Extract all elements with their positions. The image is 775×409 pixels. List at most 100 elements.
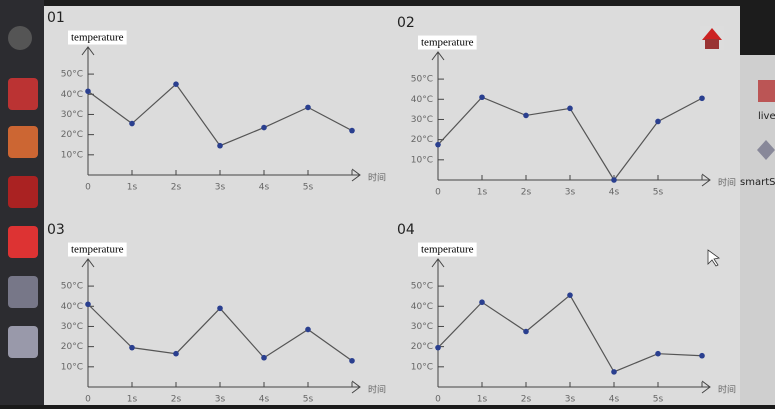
y-tick-label: 10°C xyxy=(411,362,433,372)
x-tick-label: 3s xyxy=(215,183,226,193)
x-tick-label: 5s xyxy=(653,395,664,405)
x-tick-label: 3s xyxy=(565,188,576,198)
x-tick-label: 5s xyxy=(303,183,314,193)
x-tick-label: 1s xyxy=(127,183,138,193)
desktop-icon[interactable] xyxy=(758,80,775,102)
launcher-icon xyxy=(8,176,38,208)
point xyxy=(217,305,223,311)
x-tick-label: 1s xyxy=(477,395,488,405)
chart-title: 01 xyxy=(47,10,65,26)
y-tick-label: 10°C xyxy=(61,150,83,160)
y-axis-label: temperature xyxy=(71,244,124,256)
y-tick-label: 40°C xyxy=(411,302,433,312)
screen: live smartS 01 temperature 时间 10°C 20°C 30°C 4… xyxy=(0,0,775,405)
y-tick-label: 10°C xyxy=(61,362,83,372)
y-tick-label: 20°C xyxy=(411,342,433,352)
point xyxy=(435,345,441,351)
point xyxy=(567,292,573,298)
point xyxy=(349,358,355,364)
y-tick-label: 20°C xyxy=(61,342,83,352)
y-tick-label: 30°C xyxy=(61,110,83,120)
y-tick-label: 40°C xyxy=(61,90,83,100)
x-tick-label: 3s xyxy=(215,395,226,405)
home-button[interactable] xyxy=(700,26,724,50)
launcher-icon xyxy=(8,326,38,358)
x-tick-label: 4s xyxy=(259,395,270,405)
point xyxy=(567,106,573,112)
point xyxy=(655,351,661,357)
point xyxy=(261,355,267,361)
point xyxy=(85,88,91,94)
point xyxy=(611,369,617,375)
point xyxy=(523,113,529,119)
point xyxy=(129,345,135,351)
x-tick-label: 4s xyxy=(609,395,620,405)
launcher-icon xyxy=(8,276,38,308)
desktop-area xyxy=(740,55,775,405)
point xyxy=(173,81,179,87)
y-tick-label: 20°C xyxy=(61,130,83,140)
x-tick-label: 0 xyxy=(435,395,441,405)
y-axis-label: temperature xyxy=(421,244,474,256)
launcher-icon xyxy=(8,78,38,110)
chart-title: 04 xyxy=(397,222,415,238)
desktop-icon-label[interactable]: smartS xyxy=(740,177,775,188)
x-axis-label: 时间 xyxy=(368,172,386,184)
x-tick-label: 5s xyxy=(303,395,314,405)
point xyxy=(479,94,485,100)
home-body[interactable] xyxy=(705,39,719,49)
x-tick-label: 2s xyxy=(171,183,182,193)
y-tick-label: 40°C xyxy=(61,302,83,312)
point xyxy=(305,105,311,111)
launcher xyxy=(0,0,44,405)
x-tick-label: 2s xyxy=(171,395,182,405)
x-tick-label: 4s xyxy=(259,183,270,193)
launcher-icon xyxy=(8,226,38,258)
x-tick-label: 2s xyxy=(521,395,532,405)
x-tick-label: 0 xyxy=(85,395,91,405)
point xyxy=(85,301,91,307)
y-tick-label: 50°C xyxy=(61,282,83,292)
x-tick-label: 4s xyxy=(609,188,620,198)
y-tick-label: 50°C xyxy=(411,75,433,85)
point xyxy=(479,299,485,305)
point xyxy=(261,125,267,131)
app-window xyxy=(44,6,740,405)
point xyxy=(217,143,223,149)
y-tick-label: 50°C xyxy=(411,282,433,292)
y-tick-label: 30°C xyxy=(61,322,83,332)
point xyxy=(699,353,705,359)
x-axis-label: 时间 xyxy=(718,384,736,396)
point xyxy=(523,329,529,335)
y-tick-label: 20°C xyxy=(411,135,433,145)
point xyxy=(435,142,441,148)
chart-title: 02 xyxy=(397,15,415,31)
y-tick-label: 30°C xyxy=(411,115,433,125)
x-tick-label: 3s xyxy=(565,395,576,405)
y-tick-label: 40°C xyxy=(411,95,433,105)
y-tick-label: 10°C xyxy=(411,155,433,165)
launcher-icon xyxy=(8,26,32,50)
x-axis-label: 时间 xyxy=(368,384,386,396)
x-tick-label: 1s xyxy=(127,395,138,405)
y-axis-label: temperature xyxy=(71,32,124,44)
point xyxy=(699,95,705,101)
y-tick-label: 30°C xyxy=(411,322,433,332)
point xyxy=(349,128,355,134)
point xyxy=(655,119,661,125)
x-tick-label: 0 xyxy=(85,183,91,193)
point xyxy=(305,327,311,333)
desktop-icon-label[interactable]: live xyxy=(758,111,775,122)
chart-title: 03 xyxy=(47,222,65,238)
x-axis-label: 时间 xyxy=(718,177,736,189)
y-axis-label: temperature xyxy=(421,37,474,49)
launcher-icon xyxy=(8,126,38,158)
point xyxy=(173,351,179,357)
point xyxy=(129,121,135,127)
point xyxy=(611,177,617,183)
x-tick-label: 5s xyxy=(653,188,664,198)
y-tick-label: 50°C xyxy=(61,70,83,80)
x-tick-label: 2s xyxy=(521,188,532,198)
x-tick-label: 0 xyxy=(435,188,441,198)
x-tick-label: 1s xyxy=(477,188,488,198)
